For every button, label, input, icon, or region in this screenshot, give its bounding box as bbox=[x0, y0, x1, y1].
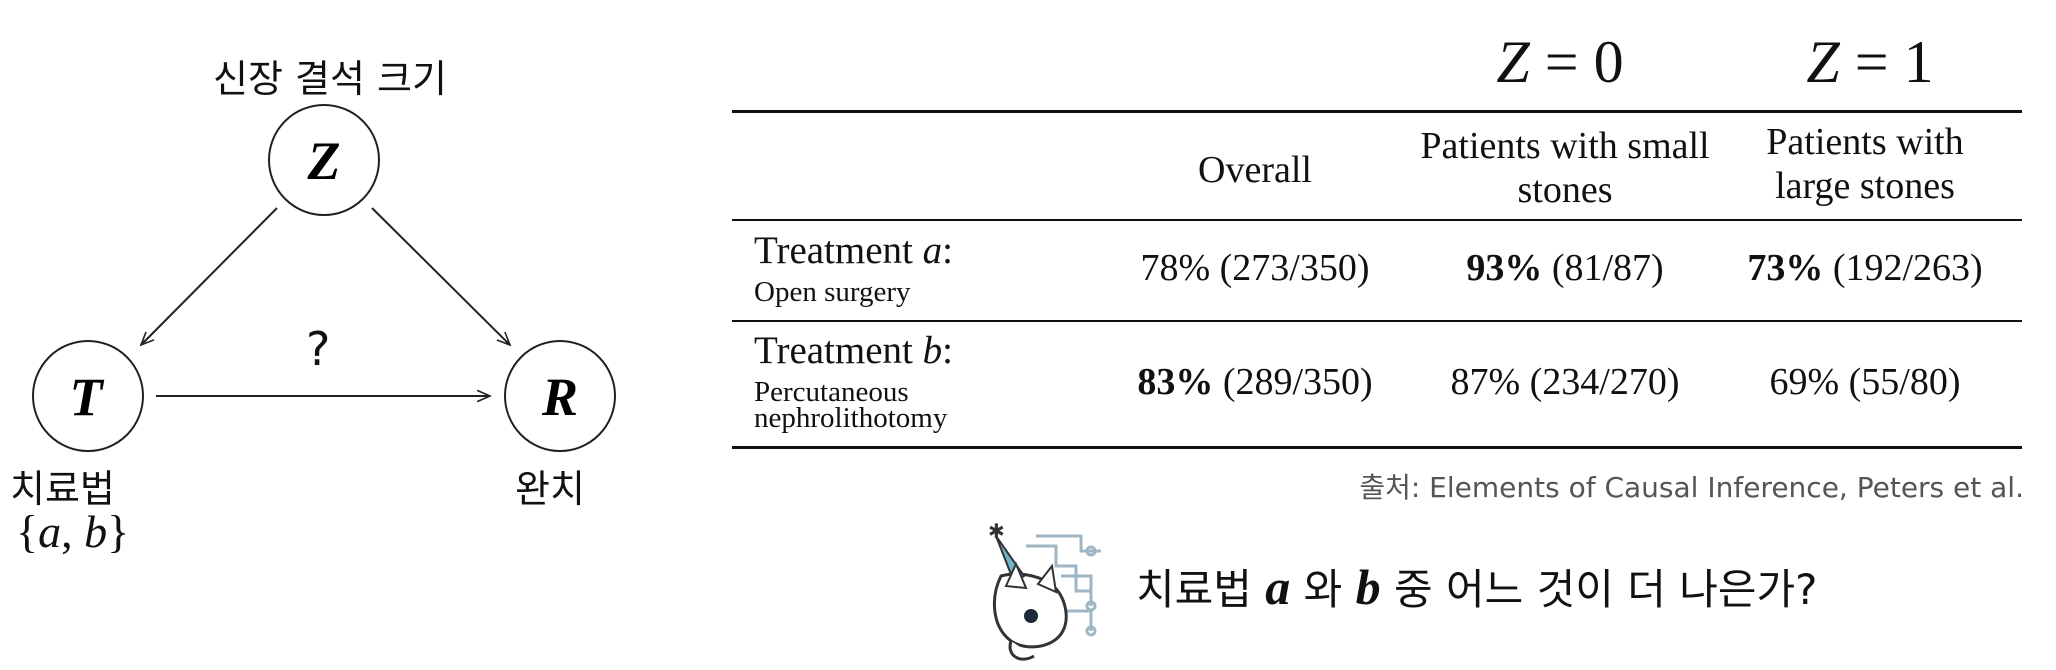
table-cell: 73% (192/263) bbox=[1747, 247, 1983, 289]
question-text: 치료법 a 와 b 중 어느 것이 더 나은가? bbox=[1136, 559, 1818, 615]
causal-diagram: Z T R bbox=[32, 104, 616, 452]
node-r bbox=[504, 340, 616, 452]
column-header-overall: Overall bbox=[1198, 149, 1312, 191]
table-bottom-rule bbox=[732, 446, 2022, 449]
edge-z-to-t bbox=[141, 207, 278, 345]
node-t bbox=[32, 340, 144, 452]
z0-header: Z = 0 bbox=[1496, 29, 1624, 95]
node-z bbox=[268, 104, 380, 216]
r-variable-title: 완치 bbox=[515, 467, 585, 511]
edge-z-to-r bbox=[371, 207, 510, 345]
edge-question-mark: ? bbox=[306, 322, 331, 376]
node-z-label: Z bbox=[307, 131, 341, 191]
table-header-rule bbox=[732, 219, 2022, 221]
node-t-label: T bbox=[70, 367, 105, 427]
table-top-rule bbox=[732, 110, 2022, 113]
source-citation: 출처: Elements of Causal Inference, Peters… bbox=[1359, 471, 2024, 504]
z-variable-title: 신장 결석 크기 bbox=[213, 57, 447, 101]
table-row-rule bbox=[732, 320, 2022, 322]
z1-header: Z = 1 bbox=[1806, 29, 1934, 95]
table-cell: 87% (234/270) bbox=[1450, 361, 1680, 403]
t-variable-title: 치료법 bbox=[10, 467, 115, 511]
table-cell: 69% (55/80) bbox=[1769, 361, 1961, 403]
row-header-treatment-b: Treatment b: Percutaneous nephrolithotom… bbox=[754, 329, 953, 434]
table-cell: 78% (273/350) bbox=[1140, 247, 1370, 289]
node-r-label: R bbox=[541, 367, 578, 427]
row-header-treatment-a: Treatment a: Open surgery bbox=[754, 229, 953, 308]
t-value-set: {a, b} bbox=[16, 506, 130, 557]
table-cell: 93% (81/87) bbox=[1466, 247, 1664, 289]
table-cell: 83% (289/350) bbox=[1137, 361, 1373, 403]
unicorn-mascot-icon: ✱ bbox=[988, 521, 1101, 661]
column-header-small-stones: Patients with small stones bbox=[1420, 125, 1710, 211]
column-header-large-stones: Patients with large stones bbox=[1766, 121, 1964, 207]
svg-text:✱: ✱ bbox=[988, 521, 1005, 543]
